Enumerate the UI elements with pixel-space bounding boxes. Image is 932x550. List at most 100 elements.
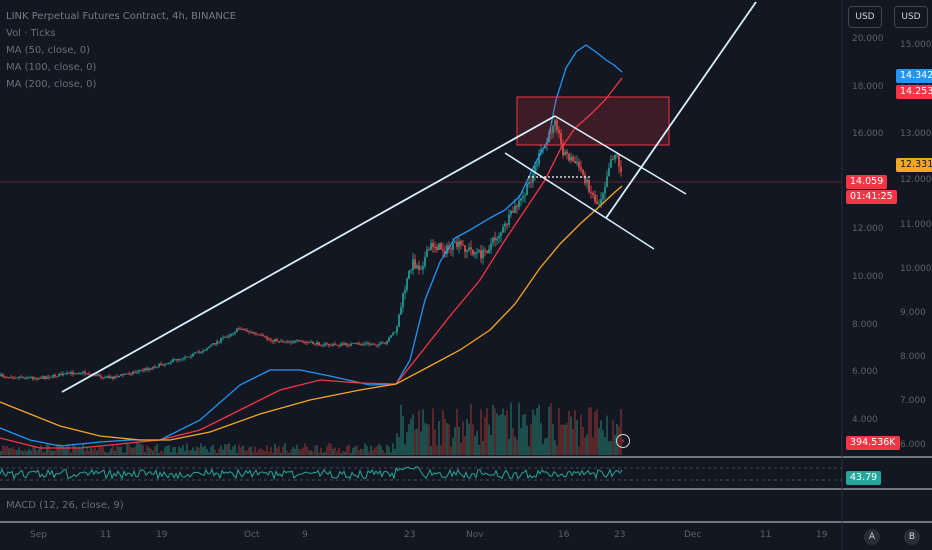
candle-body [588,179,590,193]
date-axis-label: Sep [30,530,47,540]
lightning-icon[interactable]: ⚡ [616,434,630,448]
candle-body [136,371,138,373]
volume-bar [60,443,62,455]
candle-body [426,249,428,258]
candle-body [256,333,258,335]
volume-bar [502,408,504,455]
candle-body [312,341,314,344]
candle-body [228,335,230,337]
candle-body [132,371,134,375]
volume-bar [348,444,350,455]
volume-bar [380,446,382,455]
volume-bar [180,447,182,455]
volume-bar [244,450,246,455]
legend-item-volume[interactable]: Vol · Ticks [6,28,56,39]
log-scale-button[interactable]: B [904,529,920,545]
volume-bar [530,423,532,455]
candle-body [462,244,464,246]
bar-countdown: 01:41:25 [846,190,897,204]
legend-item-ma200[interactable]: MA (200, close, 0) [6,79,97,90]
candle-body [22,377,24,379]
candle-body [412,259,414,270]
volume-bar [490,435,492,455]
candle-body [486,250,488,253]
candle-body [460,241,462,245]
candle-body [162,365,164,366]
candle-body [112,376,114,379]
volume-bar [550,403,552,455]
candle-body [54,374,56,377]
price-axis-outer-label: 6.000 [900,440,926,450]
candle-body [356,343,358,344]
volume-bar [14,449,16,455]
candle-body [144,368,146,371]
volume-bar [34,446,36,455]
candle-body [464,245,466,252]
candle-body [74,373,76,375]
oscillator-value-tag: 43.79 [846,471,882,485]
volume-bar [138,443,140,455]
candle-body [272,340,274,342]
volume-bar [342,450,344,455]
candle-body [534,166,536,175]
candle-body [176,359,178,361]
candle-body [106,376,108,378]
volume-bar [446,423,448,455]
currency-unit-button-right[interactable]: USD [894,6,928,28]
candle-body [152,366,154,369]
volume-bar [306,446,308,455]
volume-bar [66,445,68,455]
price-axis-inner-label: 16.000 [852,129,884,139]
candle-body [36,378,38,380]
ma200-line [0,185,623,441]
candle-body [536,164,538,167]
volume-bar [200,443,202,455]
volume-bar [114,450,116,455]
volume-bar [216,452,218,455]
volume-bar [196,446,198,455]
candle-body [20,376,22,378]
currency-unit-button-left[interactable]: USD [848,6,882,28]
candle-body [576,161,578,163]
volume-bar [6,445,8,455]
volume-bar [528,446,530,455]
candle-body [438,243,440,250]
breakout-trendline [605,1,757,219]
candle-body [380,342,382,345]
candle-body [304,342,306,343]
volume-bar [260,448,262,455]
candle-body [276,339,278,342]
price-axis-outer-label: 10.000 [900,264,932,274]
auto-scale-button[interactable]: A [864,529,880,545]
legend-symbol-title[interactable]: LINK Perpetual Futures Contract, 4h, BIN… [6,11,237,22]
legend-item-ma100[interactable]: MA (100, close, 0) [6,62,97,73]
volume-bar [538,404,540,455]
oscillator-pane [0,466,842,481]
candle-body [254,333,256,335]
volume-bar [220,445,222,455]
volume-bar [54,450,56,455]
candle-body [248,331,250,333]
price-axis-outer-label: 15.000 [900,40,932,50]
candle-body [328,344,330,346]
legend-item-ma50[interactable]: MA (50, close, 0) [6,45,91,56]
price-axis-inner-label: 12.000 [852,224,884,234]
candle-body [604,186,606,194]
candle-body [230,333,232,336]
volume-bar [156,443,158,455]
candle-body [282,340,284,342]
price-axis-inner-label: 10.000 [852,272,884,282]
candle-body [266,336,268,340]
volume-bar [516,439,518,455]
volume-bar [152,450,154,455]
volume-bar [280,452,282,455]
volume-bar [406,432,408,455]
macd-legend[interactable]: MACD (12, 26, close, 9) [6,500,124,511]
date-axis-label: 19 [816,530,828,540]
candle-body [406,278,408,290]
volume-bar [80,448,82,455]
candle-body [114,376,116,379]
volume-bar [514,436,516,455]
candle-body [108,376,110,379]
